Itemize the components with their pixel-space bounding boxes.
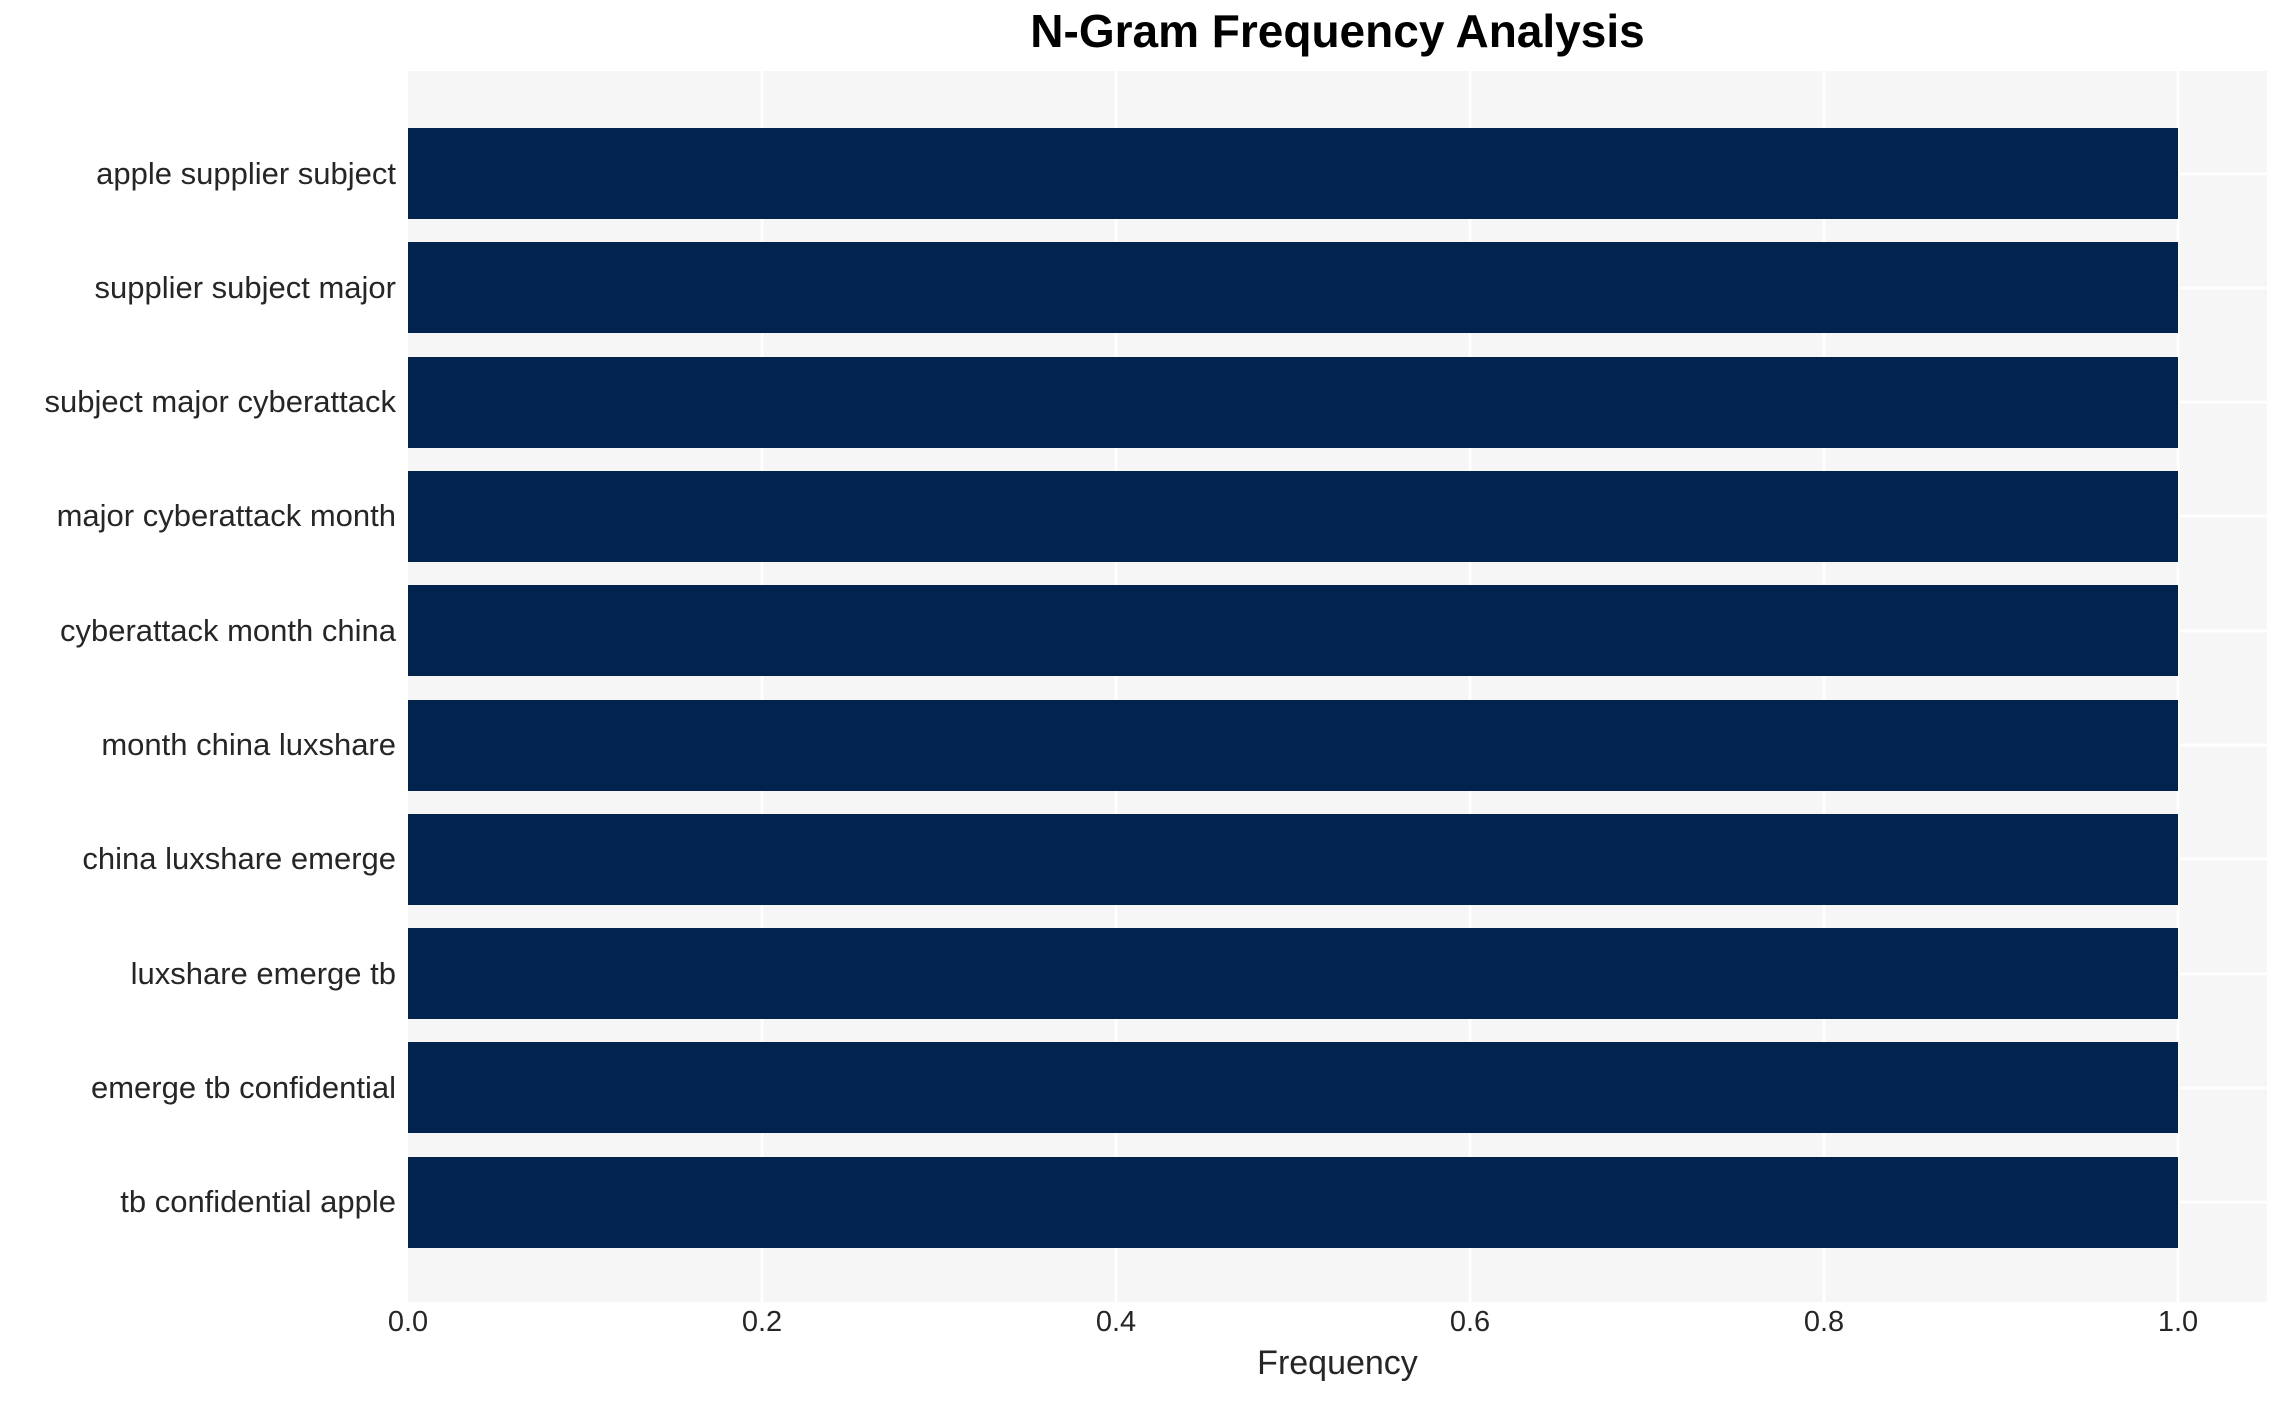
chart-title: N-Gram Frequency Analysis (1030, 5, 1645, 57)
bar-7 (408, 928, 2179, 1019)
y-axis-labels: apple supplier subject supplier subject m… (0, 0, 396, 1402)
y-axis-label: luxshare emerge tb (130, 956, 396, 991)
bar-6 (408, 814, 2179, 905)
y-axis-label: china luxshare emerge (82, 841, 396, 876)
y-axis-label: subject major cyberattack (44, 384, 396, 419)
x-tick-label: 0.4 (1095, 1306, 1137, 1338)
bar-9 (408, 1157, 2179, 1248)
gridline-x-0.6 (1468, 71, 1472, 1302)
x-axis-title: Frequency (1257, 1344, 1418, 1382)
y-axis-label: supplier subject major (94, 270, 396, 305)
bar-4 (408, 585, 2179, 676)
gridline-x-0.4 (1114, 71, 1118, 1302)
bar-1 (408, 242, 2179, 333)
y-axis-label: month china luxshare (101, 727, 396, 762)
y-axis-label: emerge tb confidential (90, 1070, 396, 1105)
bar-2 (408, 357, 2179, 448)
bar-0 (408, 128, 2179, 219)
y-axis-label: tb confidential apple (120, 1184, 396, 1219)
plot-area (408, 71, 2267, 1302)
x-tick-label: 0.2 (741, 1306, 783, 1338)
gridline-x-0.8 (1822, 71, 1826, 1302)
y-axis-label: cyberattack month china (59, 613, 396, 648)
x-tick-label: 1.0 (2157, 1306, 2199, 1338)
x-tick-label: 0.6 (1449, 1306, 1491, 1338)
gridline-x-0.2 (760, 71, 764, 1302)
x-tick-label: 0.0 (387, 1306, 429, 1338)
x-tick-label: 0.8 (1803, 1306, 1845, 1338)
bar-3 (408, 471, 2179, 562)
bar-8 (408, 1042, 2179, 1133)
gridline-x-1 (2176, 71, 2180, 1302)
y-axis-label: major cyberattack month (56, 498, 396, 533)
bar-5 (408, 700, 2179, 791)
y-axis-label: apple supplier subject (96, 156, 396, 191)
